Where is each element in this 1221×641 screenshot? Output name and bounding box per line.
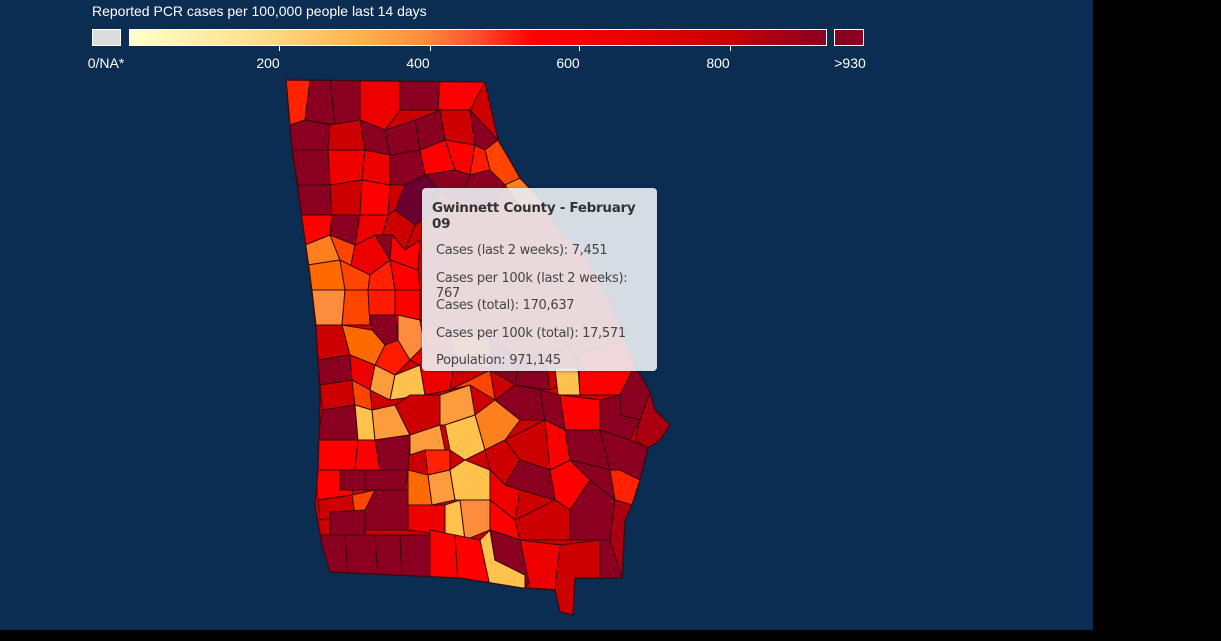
legend-max-swatch	[834, 29, 864, 46]
tooltip-population: Population: 971,145	[436, 353, 561, 368]
map-panel: Reported PCR cases per 100,000 people la…	[0, 0, 1093, 630]
legend-color-scale	[129, 29, 827, 46]
legend-tick-label-200: 200	[256, 55, 280, 71]
tooltip-cases-per100k-2wk: Cases per 100k (last 2 weeks): 767	[436, 270, 628, 301]
legend-na-swatch	[92, 29, 121, 46]
county-tooltip: Gwinnett County - February 09 Cases (las…	[422, 188, 657, 371]
legend-tick	[279, 46, 280, 51]
legend-tick	[730, 46, 731, 51]
legend-tick	[430, 46, 431, 51]
tooltip-cases-2wk: Cases (last 2 weeks): 7,451	[436, 243, 608, 258]
legend-tick-label-600: 600	[556, 55, 580, 71]
tooltip-title: Gwinnett County - February 09	[432, 200, 636, 232]
tooltip-cases-total: Cases (total): 170,637	[436, 298, 575, 313]
legend-title: Reported PCR cases per 100,000 people la…	[92, 3, 427, 19]
legend-na-label: 0/NA*	[87, 55, 125, 71]
legend-tick	[579, 46, 580, 51]
legend-max-label: >930	[834, 55, 866, 71]
legend-tick-label-800: 800	[706, 55, 730, 71]
tooltip-cases-per100k-total: Cases per 100k (total): 17,571	[436, 325, 626, 341]
legend-tick-label-400: 400	[406, 55, 430, 71]
